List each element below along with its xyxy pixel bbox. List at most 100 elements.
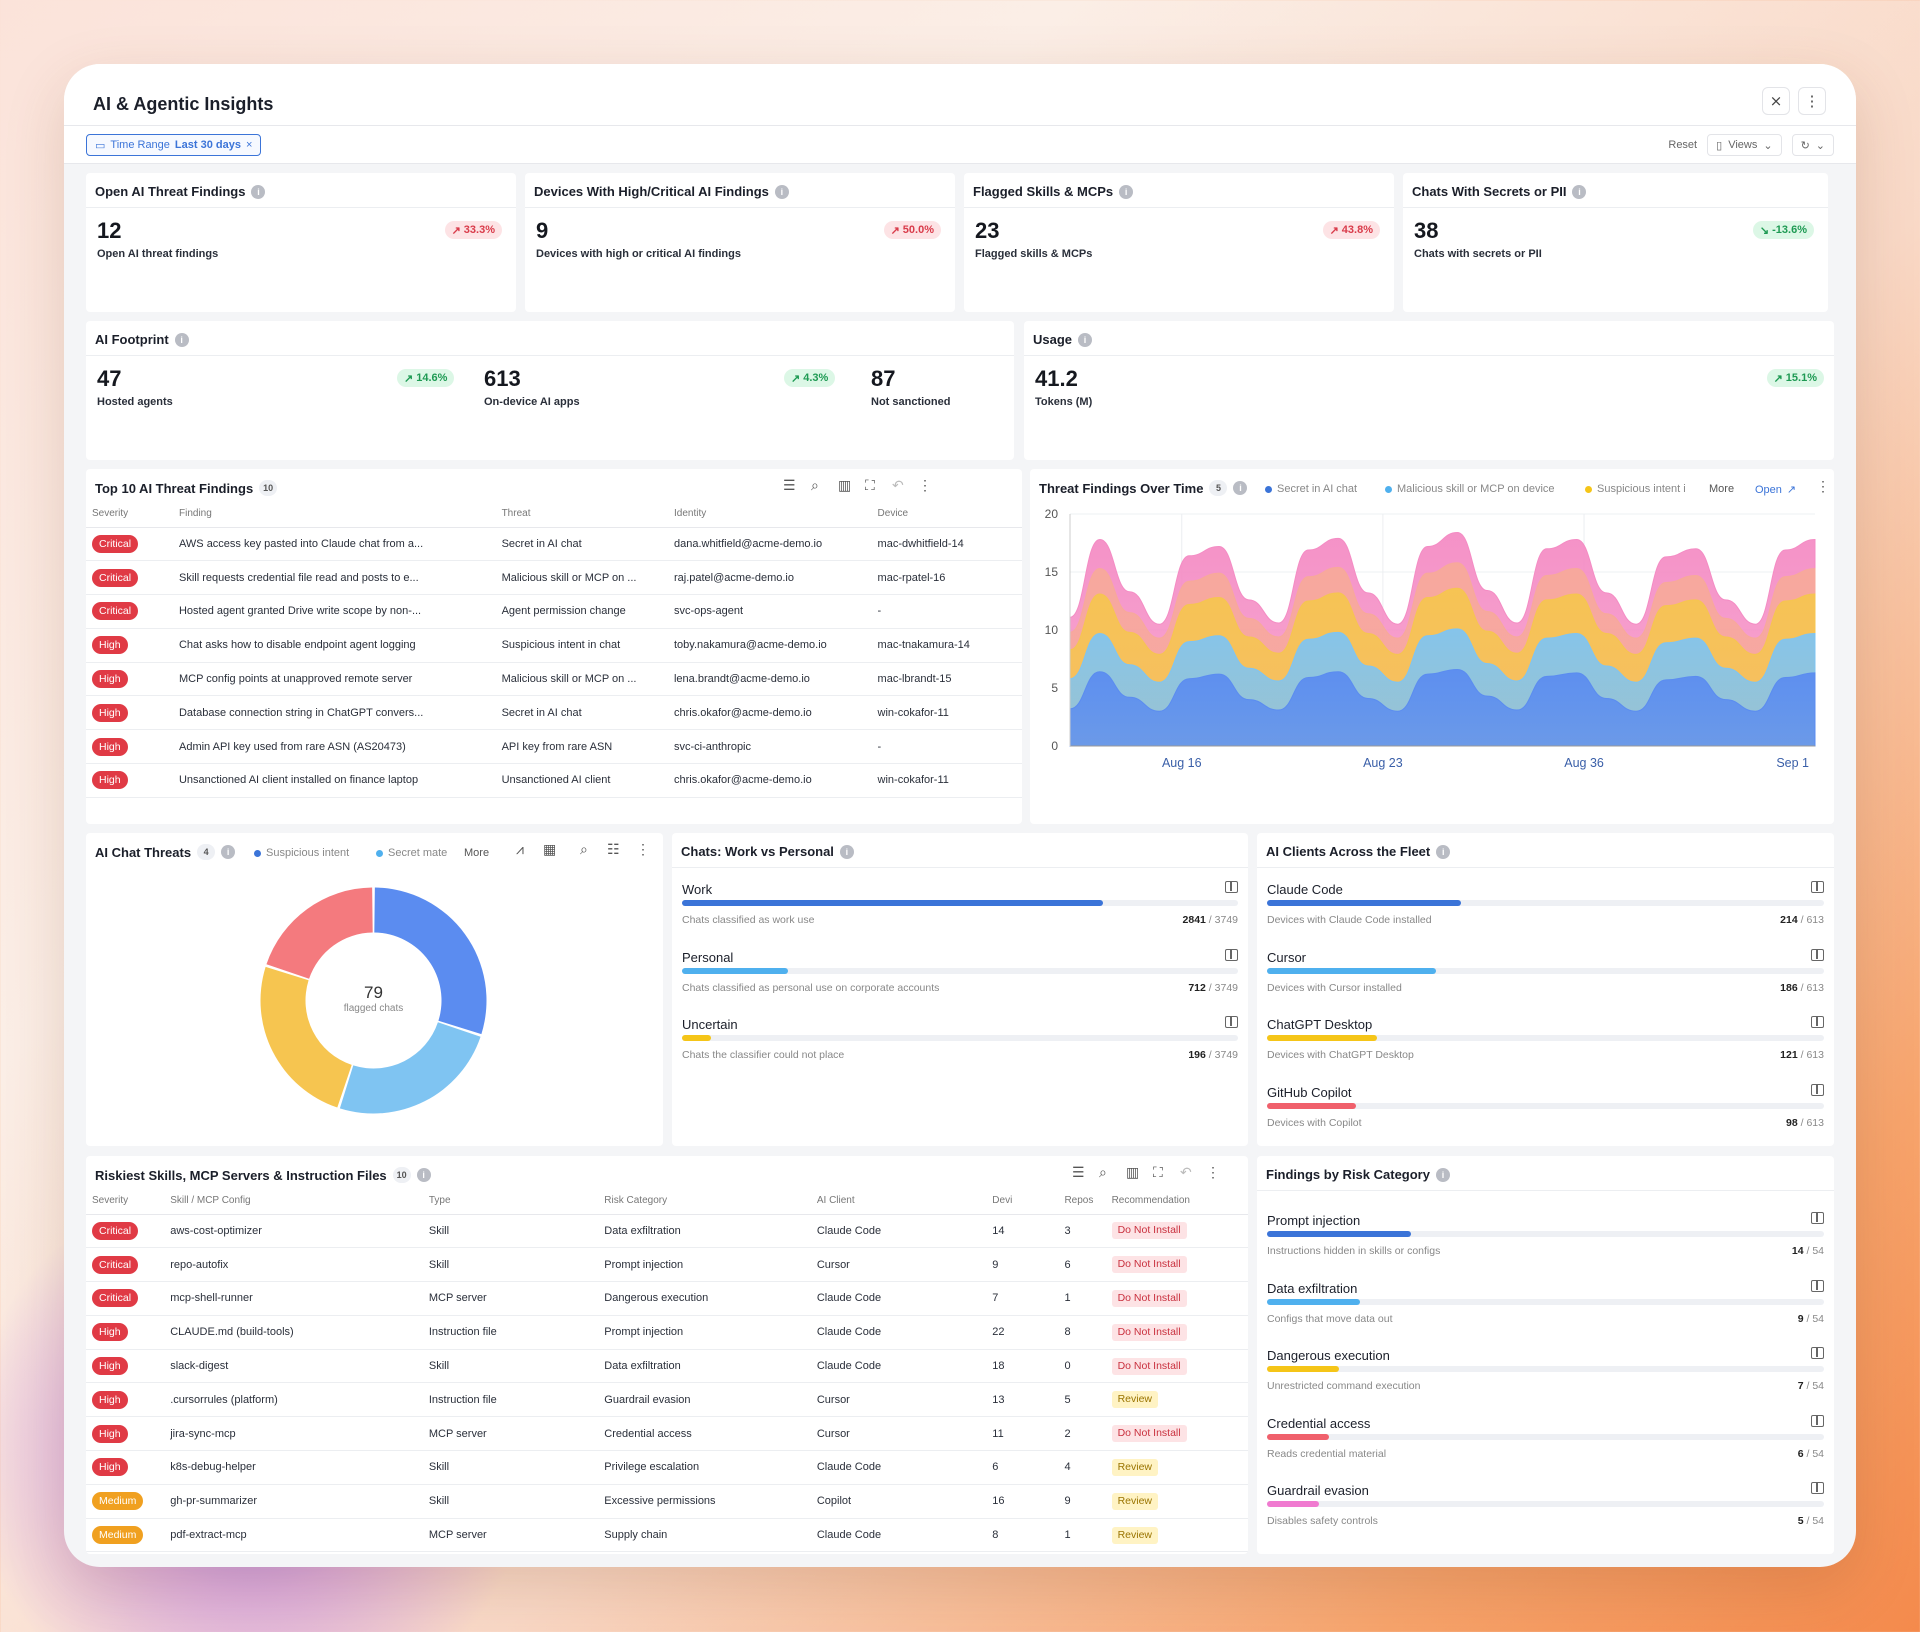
search-icon[interactable]: ⌕ [1099,1164,1107,1180]
column-header[interactable]: Skill / MCP Config [166,1188,425,1215]
info-icon[interactable]: i [839,844,854,859]
table-row[interactable]: Critical Hosted agent granted Drive write… [86,594,1022,629]
more-menu-icon[interactable]: ⋮ [1798,87,1826,115]
undo-icon[interactable]: ↶ [892,477,904,493]
cell-text: AWS access key pasted into Claude chat f… [178,537,424,550]
details-icon[interactable] [1225,1016,1238,1028]
column-header[interactable]: Device [873,501,1022,528]
legend-item[interactable]: Malicious skill or MCP on device [1385,483,1555,495]
columns-icon[interactable]: ▥ [1126,1164,1140,1180]
column-header[interactable]: Recommendation [1107,1188,1248,1215]
table-row[interactable]: Critical aws-cost-optimizer Skill Data exfi… [86,1214,1248,1249]
table-row[interactable]: High Database connection string in ChatGP… [86,695,1022,731]
more-icon[interactable]: ⋮ [918,477,932,493]
cell-text: chris.okafor@acme-demo.io [673,706,812,719]
table-row[interactable]: High jira-sync-mcp MCP server Credential ac… [86,1416,1248,1452]
column-header[interactable]: Identity [669,501,874,528]
table-row[interactable]: High k8s-debug-helper Skill Privilege escal… [86,1450,1248,1485]
column-header[interactable]: Finding [174,501,498,528]
more-icon[interactable]: ⋮ [636,841,650,857]
refresh-button[interactable]: ↻ ⌄ [1791,134,1834,156]
info-icon[interactable]: i [174,332,189,347]
reset-button[interactable]: Reset [1668,139,1698,151]
info-icon[interactable]: i [774,184,789,199]
info-icon[interactable]: i [1572,184,1587,199]
table-row[interactable]: Critical mcp-shell-runner MCP server Danger… [86,1281,1248,1316]
info-icon[interactable]: i [251,184,266,199]
info-icon[interactable]: i [1435,1167,1450,1182]
more-icon[interactable]: ⋮ [1816,478,1830,494]
table-cell: MCP server [424,1281,601,1316]
table-row[interactable]: High Unsanctioned AI client installed on … [86,763,1022,798]
column-header[interactable]: Severity [86,501,175,528]
table-row[interactable]: Critical Skill requests credential file r… [86,560,1022,596]
info-icon[interactable]: i [1233,481,1248,495]
views-dropdown[interactable]: ▯ Views ⌄ [1707,134,1782,156]
legend-item[interactable]: Suspicious intent [254,847,349,859]
column-header[interactable]: AI Client [812,1188,989,1215]
table-row[interactable]: Medium gh-pr-summarizer Skill Excessive per… [86,1484,1248,1519]
details-icon[interactable] [1811,1212,1824,1224]
table-row[interactable]: Critical repo-autofix Skill Prompt injectio… [86,1247,1248,1283]
open-link[interactable]: Open ↗ [1755,483,1796,497]
legend-item[interactable]: Secret mate [376,847,448,859]
layout-icon[interactable]: ☰ [783,477,796,493]
table-cell: Prompt injection [600,1247,813,1283]
table-row[interactable]: High CLAUDE.md (build-tools) Instruction f… [86,1315,1248,1350]
filter-icon[interactable]: ☷ [607,841,620,857]
column-header[interactable]: Type [424,1188,601,1215]
details-icon[interactable] [1811,1083,1824,1096]
layout-icon[interactable]: ☰ [1072,1164,1085,1180]
undo-icon[interactable]: ↶ [1180,1164,1192,1180]
table-row[interactable]: Critical AWS access key pasted into Claud… [86,527,1022,562]
table-row[interactable]: High .cursorrules (platform) Instruction f… [86,1382,1248,1418]
info-icon[interactable]: i [1078,332,1093,347]
cell-text: Copilot [816,1495,852,1508]
table-row[interactable]: High slack-digest Skill Data exfiltration Cl… [86,1349,1248,1384]
expand-icon[interactable]: ⛶ [1153,1164,1163,1180]
legend-more-button[interactable]: More [1709,483,1735,495]
chart-icon[interactable]: ⩘ [516,841,524,857]
column-header[interactable]: Risk Category [600,1188,813,1215]
table-row[interactable]: High MCP config points at unapproved remo… [86,662,1022,697]
info-icon[interactable]: i [1436,844,1451,859]
info-icon[interactable]: i [1119,184,1134,199]
expand-icon[interactable]: ⛶ [865,477,875,493]
legend-item[interactable]: Suspicious intent i [1585,483,1695,495]
details-icon[interactable] [1811,1414,1824,1427]
column-header[interactable]: Repos [1060,1188,1108,1215]
legend-more-button[interactable]: More [464,847,490,859]
chip-close-icon[interactable]: × [245,139,253,151]
search-icon[interactable]: ⌕ [811,477,819,493]
details-icon[interactable] [1225,948,1238,961]
table-icon[interactable]: ▦ [543,841,557,857]
legend-item[interactable]: Secret in AI chat [1265,483,1357,495]
donut-slice[interactable] [260,966,352,1108]
table-row[interactable]: High Chat asks how to disable endpoint ag… [86,628,1022,663]
search-icon[interactable]: ⌕ [580,841,588,857]
details-icon[interactable] [1225,881,1238,893]
details-icon[interactable] [1811,1279,1824,1292]
donut-slice[interactable] [339,1022,481,1114]
more-icon[interactable]: ⋮ [1206,1164,1220,1180]
time-range-chip[interactable]: ▭ Time Range Last 30 days × [86,134,262,156]
details-icon[interactable] [1811,1347,1824,1359]
delta-value: 50.0% [902,224,934,236]
donut-slice[interactable] [374,887,487,1035]
columns-icon[interactable]: ▥ [838,477,852,493]
table-row[interactable]: Medium pdf-extract-mcp MCP server Supply ch… [86,1518,1248,1553]
table-row[interactable]: High Admin API key used from rare ASN (AS… [86,729,1022,765]
details-icon[interactable] [1811,1016,1824,1028]
info-icon[interactable]: i [221,845,236,859]
area-series[interactable] [1069,668,1816,747]
top-threats-card: Top 10 AI Threat Findings 10 ☰ ⌕ ▥ ⛶ ↶ ⋮ … [86,469,1022,824]
collapse-icon[interactable]: ⨯ [1762,87,1790,115]
details-icon[interactable] [1811,1482,1824,1494]
details-icon[interactable] [1811,948,1824,961]
column-header[interactable]: Threat [497,501,670,528]
column-header[interactable]: Severity [86,1188,167,1215]
info-icon[interactable]: i [416,1168,431,1182]
details-icon[interactable] [1811,881,1824,893]
donut-slice[interactable] [266,887,373,979]
column-header[interactable]: Devi [988,1188,1061,1215]
